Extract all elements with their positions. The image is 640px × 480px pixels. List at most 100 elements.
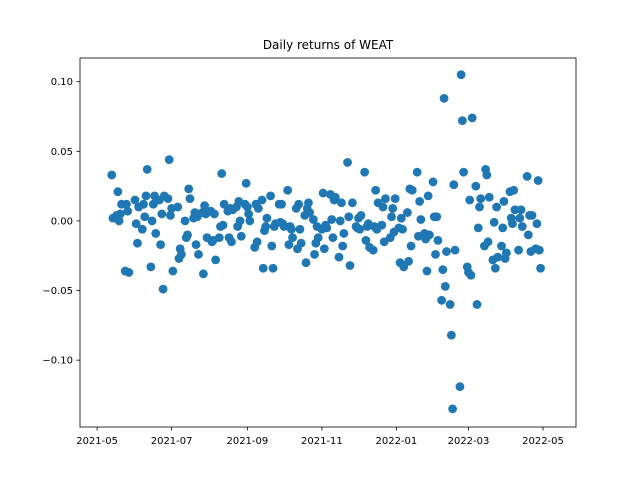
- data-point: [492, 202, 501, 212]
- data-point: [313, 233, 323, 243]
- data-point: [508, 219, 517, 229]
- data-point: [404, 256, 414, 266]
- data-point: [371, 185, 381, 195]
- y-tick-label: −0.05: [42, 286, 73, 297]
- data-point: [335, 216, 345, 226]
- data-point: [439, 93, 449, 103]
- data-point: [310, 249, 319, 259]
- data-point: [295, 224, 305, 234]
- data-point: [185, 194, 195, 204]
- data-point: [141, 191, 151, 201]
- data-point: [471, 181, 481, 191]
- data-point: [241, 178, 251, 188]
- y-tick-label: 0.05: [51, 147, 73, 158]
- data-point: [499, 197, 509, 206]
- data-point: [296, 238, 306, 248]
- data-point: [510, 205, 520, 215]
- y-tick-label: 0.10: [51, 77, 73, 88]
- data-point: [156, 240, 166, 249]
- data-point: [279, 222, 289, 231]
- data-point: [466, 270, 476, 280]
- data-point: [288, 233, 297, 243]
- x-tick-label: 2022-01: [376, 436, 418, 447]
- data-point: [257, 195, 267, 205]
- data-point: [327, 215, 337, 224]
- data-point: [406, 241, 416, 251]
- data-point: [151, 229, 161, 238]
- data-point: [284, 240, 294, 249]
- data-point: [217, 169, 227, 178]
- data-point: [268, 263, 278, 273]
- data-point: [416, 215, 426, 224]
- data-point: [497, 241, 506, 251]
- data-point: [532, 219, 542, 229]
- data-point: [445, 300, 455, 309]
- data-point: [194, 249, 203, 259]
- data-point: [473, 223, 483, 233]
- data-point: [343, 158, 352, 167]
- data-point: [490, 263, 500, 273]
- data-point: [381, 194, 390, 204]
- x-axis: 2021-05 2021-07 2021-09 2021-11 2022-01 2022-…: [76, 427, 564, 447]
- data-point: [440, 281, 450, 291]
- data-point: [448, 404, 458, 414]
- data-point: [398, 224, 407, 234]
- data-point: [305, 208, 315, 217]
- data-point: [209, 209, 219, 219]
- data-point: [214, 233, 224, 243]
- data-point: [114, 216, 124, 226]
- data-point: [522, 171, 532, 181]
- data-point: [164, 155, 174, 165]
- data-point: [218, 220, 228, 230]
- data-point: [455, 382, 465, 392]
- data-point: [158, 284, 168, 294]
- data-point: [304, 198, 313, 208]
- data-point: [345, 261, 355, 270]
- data-points: [107, 70, 545, 414]
- data-point: [428, 177, 438, 187]
- data-point: [450, 245, 460, 255]
- data-point: [459, 167, 469, 177]
- data-point: [283, 185, 293, 195]
- data-point: [476, 194, 486, 204]
- data-point: [396, 213, 406, 223]
- data-point: [523, 230, 533, 240]
- data-point: [330, 192, 340, 202]
- y-axis: −0.10 −0.05 0.00 0.05 0.10: [42, 77, 80, 367]
- data-point: [130, 195, 140, 205]
- data-point: [388, 203, 398, 213]
- data-point: [433, 236, 443, 245]
- data-point: [173, 202, 183, 212]
- data-point: [356, 210, 366, 220]
- data-point: [183, 230, 192, 240]
- data-point: [267, 241, 277, 251]
- data-point: [139, 199, 148, 209]
- data-point: [437, 295, 447, 305]
- data-point: [163, 194, 173, 204]
- data-point: [515, 213, 525, 223]
- data-point: [308, 215, 318, 224]
- data-point: [294, 199, 304, 209]
- data-point: [339, 229, 349, 238]
- data-point: [334, 252, 344, 262]
- data-point: [456, 70, 466, 80]
- data-point: [113, 187, 123, 197]
- data-point: [198, 269, 208, 279]
- x-tick-label: 2022-03: [448, 436, 490, 447]
- data-point: [446, 330, 456, 340]
- data-point: [489, 217, 499, 227]
- data-point: [493, 252, 503, 262]
- data-point: [442, 247, 451, 256]
- data-point: [509, 185, 519, 195]
- data-point: [425, 230, 434, 240]
- data-point: [124, 268, 134, 277]
- data-point: [355, 224, 365, 234]
- x-tick-label: 2021-05: [76, 436, 118, 447]
- data-point: [266, 191, 275, 201]
- data-point: [514, 245, 523, 255]
- data-point: [286, 224, 296, 234]
- x-tick-label: 2022-05: [522, 436, 564, 447]
- plot-frame: [79, 57, 577, 428]
- data-point: [123, 206, 133, 216]
- data-point: [236, 231, 246, 241]
